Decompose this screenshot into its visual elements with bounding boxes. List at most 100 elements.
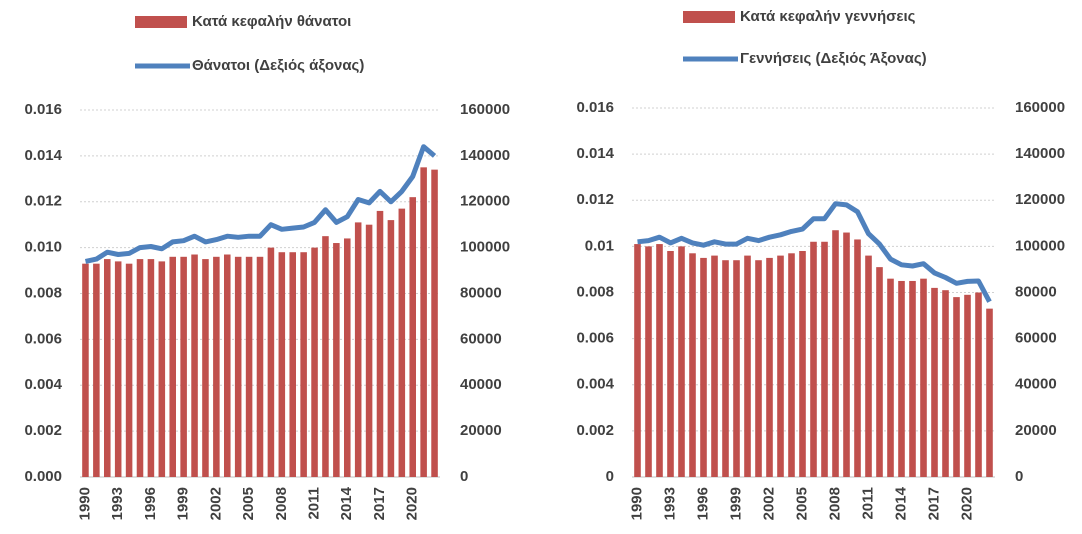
bar bbox=[93, 263, 100, 477]
x-tick-label: 2011 bbox=[859, 487, 876, 520]
bar bbox=[256, 256, 264, 477]
y2-tick-label: 40000 bbox=[460, 376, 502, 393]
bar bbox=[82, 263, 89, 477]
bar bbox=[147, 259, 155, 477]
x-tick-label: 2008 bbox=[273, 487, 290, 520]
bar bbox=[898, 280, 905, 477]
x-tick-label: 1990 bbox=[628, 487, 645, 520]
bar bbox=[854, 239, 861, 477]
y2-tick-label: 100000 bbox=[1015, 237, 1065, 254]
x-tick-label: 2005 bbox=[240, 487, 257, 520]
y-tick-label: 0.004 bbox=[24, 376, 62, 393]
bar bbox=[278, 252, 286, 477]
line bbox=[84, 144, 437, 264]
y-tick-label: 0.008 bbox=[576, 283, 614, 300]
legend-label: Θάνατοι (Δεξιός άξονας) bbox=[192, 57, 364, 74]
bar bbox=[711, 255, 718, 477]
y-tick-label: 0.01 bbox=[585, 237, 614, 254]
x-tick-label: 1993 bbox=[661, 487, 678, 520]
bar bbox=[733, 260, 740, 477]
x-tick-label: 2017 bbox=[925, 487, 942, 520]
y-tick-label: 0.004 bbox=[576, 376, 614, 393]
y-tick-label: 0.016 bbox=[24, 101, 62, 118]
x-tick-label: 2017 bbox=[371, 487, 388, 520]
bar bbox=[344, 238, 351, 477]
bar bbox=[810, 241, 817, 477]
bar bbox=[876, 267, 883, 477]
y-tick-label: 0.006 bbox=[576, 330, 614, 347]
y-tick-label: 0.002 bbox=[576, 422, 614, 439]
y2-tick-label: 80000 bbox=[1015, 283, 1057, 300]
bar bbox=[788, 253, 795, 477]
bar bbox=[667, 250, 674, 477]
bar bbox=[409, 197, 416, 477]
y2-tick-label: 20000 bbox=[460, 422, 502, 439]
bar bbox=[634, 244, 641, 477]
bar bbox=[799, 250, 806, 477]
bar bbox=[180, 256, 187, 477]
y-tick-label: 0.002 bbox=[24, 422, 62, 439]
legend-label: Κατά κεφαλήν γεννήσεις bbox=[740, 8, 916, 25]
y2-tick-label: 40000 bbox=[1015, 376, 1057, 393]
x-tick-label: 2002 bbox=[207, 487, 224, 520]
bar bbox=[986, 308, 993, 477]
bar bbox=[376, 210, 384, 478]
y-tick-label: 0.014 bbox=[576, 145, 614, 162]
bar bbox=[689, 253, 696, 477]
bar bbox=[431, 169, 438, 477]
y2-tick-label: 60000 bbox=[460, 330, 502, 347]
bar bbox=[213, 256, 220, 477]
y-tick-label: 0.012 bbox=[24, 193, 62, 210]
bar bbox=[678, 246, 685, 477]
x-tick-label: 1999 bbox=[175, 487, 192, 520]
bar bbox=[777, 255, 784, 477]
bar bbox=[420, 167, 427, 477]
y-tick-label: 0.008 bbox=[24, 284, 62, 301]
bar bbox=[887, 278, 894, 477]
bar bbox=[289, 252, 296, 477]
y2-tick-label: 80000 bbox=[460, 284, 502, 301]
x-tick-label: 2020 bbox=[404, 487, 421, 520]
bar bbox=[953, 297, 960, 477]
legend-label: Κατά κεφαλήν θάνατοι bbox=[192, 13, 351, 30]
bar bbox=[645, 246, 652, 477]
bar bbox=[354, 222, 362, 477]
y-tick-label: 0.010 bbox=[24, 239, 62, 256]
y-tick-label: 0.012 bbox=[576, 191, 614, 208]
bar bbox=[832, 230, 839, 477]
y2-tick-label: 120000 bbox=[1015, 191, 1065, 208]
y2-tick-label: 60000 bbox=[1015, 330, 1057, 347]
bar bbox=[245, 256, 253, 477]
bar bbox=[755, 260, 762, 477]
bar bbox=[114, 261, 122, 477]
x-tick-label: 1990 bbox=[76, 487, 93, 520]
bar bbox=[909, 280, 916, 477]
x-tick-label: 2014 bbox=[892, 486, 909, 520]
bar bbox=[365, 224, 373, 477]
legend-swatch bbox=[683, 11, 735, 23]
y2-tick-label: 140000 bbox=[1015, 145, 1065, 162]
bar bbox=[234, 256, 242, 477]
y2-tick-label: 0 bbox=[1015, 468, 1023, 485]
x-tick-label: 2011 bbox=[306, 487, 323, 520]
bar bbox=[202, 259, 209, 477]
x-tick-label: 2008 bbox=[826, 487, 843, 520]
bar bbox=[169, 256, 176, 477]
bar bbox=[387, 220, 395, 477]
bar bbox=[333, 243, 340, 477]
x-tick-label: 1993 bbox=[109, 487, 126, 520]
bar bbox=[322, 236, 329, 477]
y-tick-label: 0.016 bbox=[576, 99, 614, 116]
bar bbox=[158, 261, 166, 477]
x-tick-label: 1996 bbox=[694, 487, 711, 520]
y2-tick-label: 160000 bbox=[460, 101, 510, 118]
bar bbox=[744, 255, 751, 477]
bar bbox=[942, 290, 949, 477]
y-tick-label: 0.000 bbox=[24, 468, 62, 485]
bar bbox=[136, 259, 144, 477]
x-tick-label: 2005 bbox=[793, 487, 810, 520]
y2-tick-label: 140000 bbox=[460, 147, 510, 164]
line bbox=[637, 201, 992, 303]
y-tick-label: 0.014 bbox=[24, 147, 62, 164]
bar bbox=[191, 254, 198, 477]
